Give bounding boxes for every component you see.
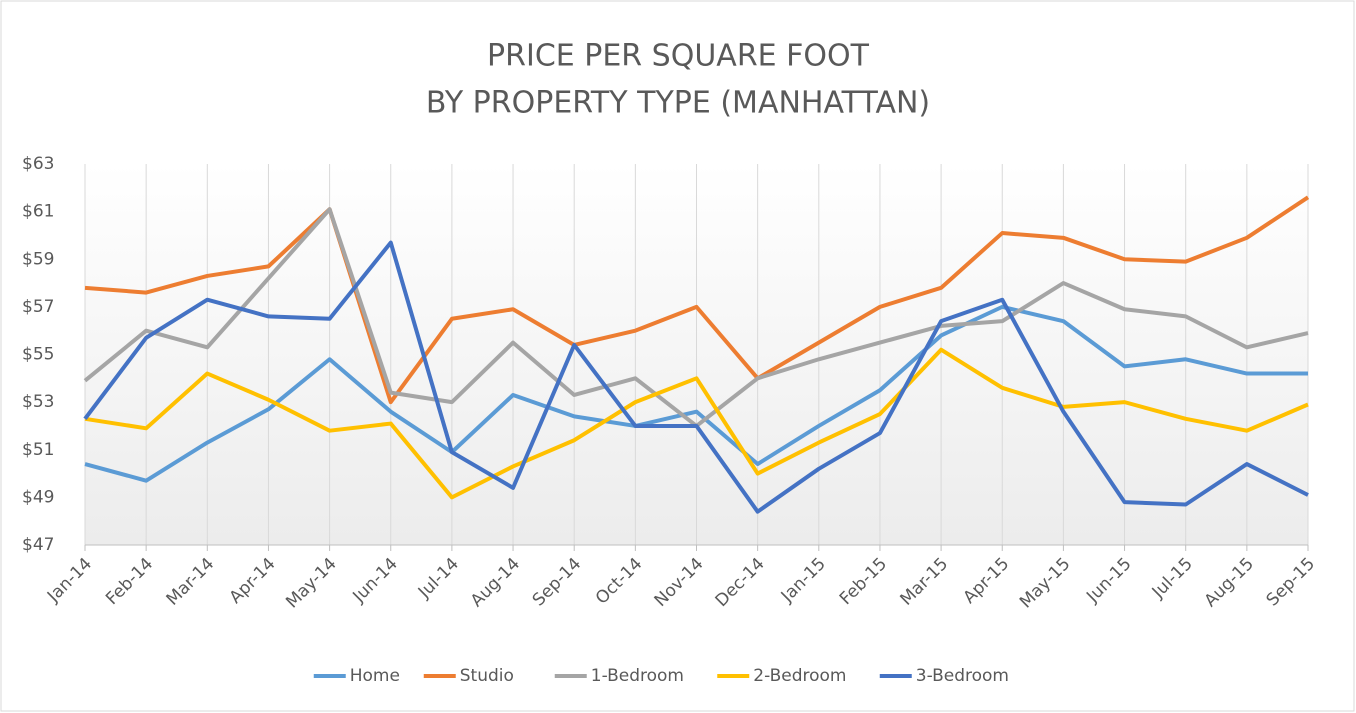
y-tick-label: $63 bbox=[22, 154, 54, 174]
y-tick-label: $53 bbox=[22, 392, 54, 412]
legend-label: Studio bbox=[460, 666, 514, 686]
y-tick-label: $61 bbox=[22, 202, 54, 222]
y-tick-label: $49 bbox=[22, 487, 54, 507]
series-line bbox=[84, 347, 1309, 500]
legend-label: 2-Bedroom bbox=[753, 666, 846, 686]
series-line bbox=[84, 195, 1310, 405]
legend-label: Home bbox=[350, 666, 400, 686]
y-tick-label: $51 bbox=[22, 440, 54, 460]
chart-title: BY PROPERTY TYPE (MANHATTAN) bbox=[426, 86, 930, 121]
chart-title: PRICE PER SQUARE FOOT bbox=[487, 39, 870, 74]
y-tick-label: $47 bbox=[22, 535, 54, 555]
series-line bbox=[84, 304, 1308, 483]
legend-label: 1-Bedroom bbox=[591, 666, 684, 686]
y-tick-label: $57 bbox=[22, 297, 54, 317]
y-tick-label: $55 bbox=[22, 345, 54, 365]
series-line bbox=[83, 240, 1309, 514]
legend-label: 3-Bedroom bbox=[916, 666, 1009, 686]
y-tick-label: $59 bbox=[22, 249, 54, 269]
